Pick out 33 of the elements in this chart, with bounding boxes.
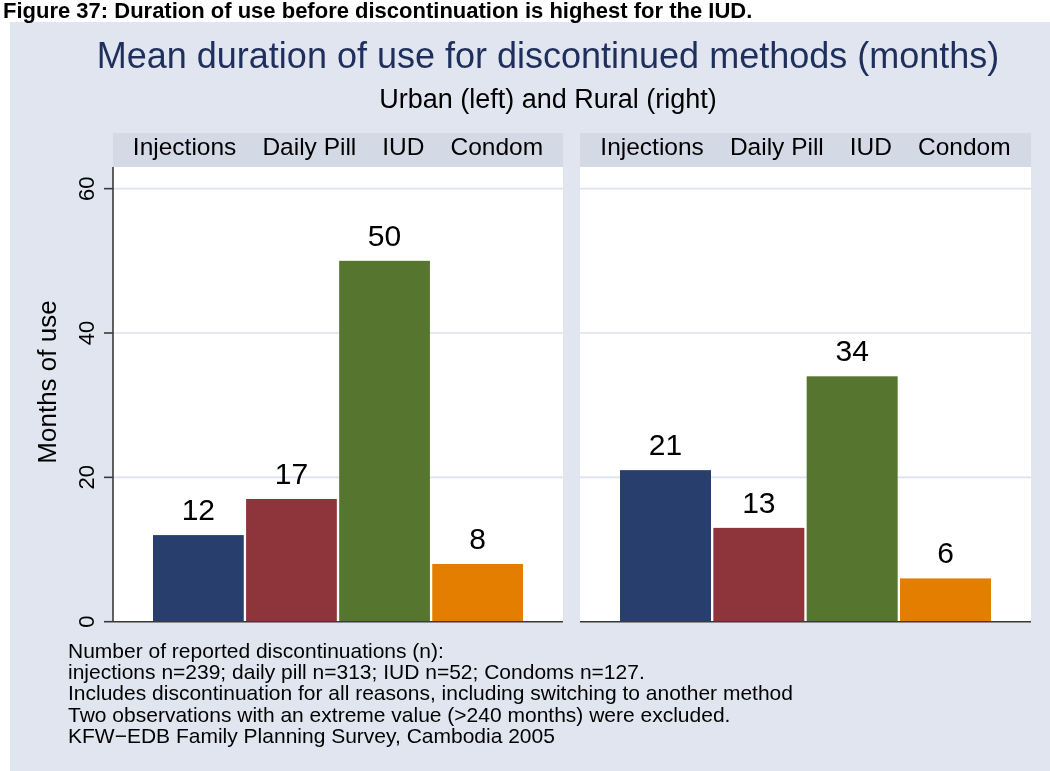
bar — [620, 470, 711, 622]
x-tick-label: Condom — [918, 133, 1011, 160]
y-tick-label: 20 — [74, 465, 99, 490]
data-label: 17 — [274, 457, 309, 490]
x-tick-label: Condom — [450, 133, 544, 160]
y-tick-label: 40 — [74, 320, 99, 346]
data-label: 50 — [367, 218, 402, 252]
bar — [806, 376, 898, 622]
x-tick-label: IUD — [382, 133, 425, 160]
x-tick-label: Injections — [600, 133, 704, 160]
bar — [432, 563, 523, 622]
data-label: 12 — [181, 493, 216, 527]
x-tick-label: Injections — [132, 133, 237, 160]
bar — [713, 527, 805, 622]
chart-title: Mean duration of use for discontinued methods (months) — [96, 35, 1000, 76]
data-label: 34 — [835, 334, 869, 368]
x-tick-label: IUD — [849, 133, 893, 160]
bar — [153, 535, 244, 622]
data-label: 6 — [937, 536, 954, 570]
chart-subtitle: Urban (left) and Rural (right) — [379, 84, 717, 114]
caption: Figure 37: Duration of use before discontinuation is highest for the IUD. — [3, 0, 753, 23]
data-label: 8 — [469, 521, 486, 555]
data-label: 13 — [742, 485, 776, 519]
text: Number of reported discontinuations (n): — [68, 639, 444, 662]
bar — [900, 578, 991, 622]
bar — [339, 260, 430, 622]
bar — [246, 499, 337, 622]
y-axis-title: Months of use — [32, 300, 62, 464]
x-tick-label: Daily Pill — [729, 133, 824, 160]
y-tick-label: 0 — [74, 615, 99, 628]
data-label: 21 — [648, 428, 683, 462]
x-tick-label: Daily Pill — [262, 133, 357, 160]
y-tick-label: 60 — [74, 176, 99, 201]
